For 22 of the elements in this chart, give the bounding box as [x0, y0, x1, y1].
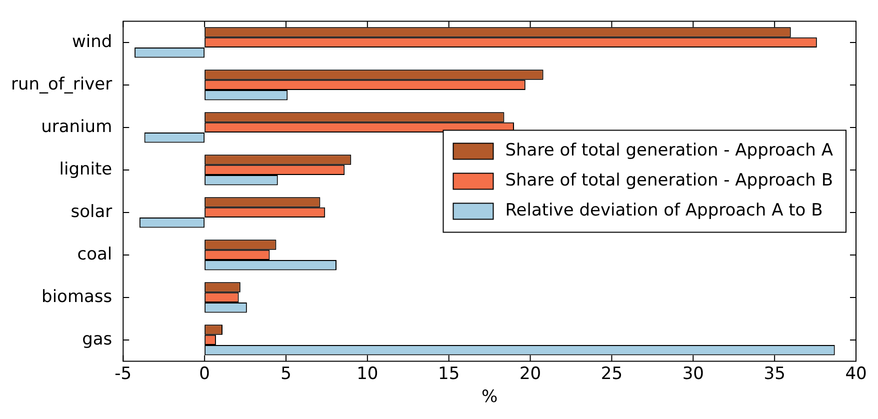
x-tick-label: 25 — [600, 364, 623, 384]
x-tick-label: 0 — [199, 364, 210, 384]
legend-label: Share of total generation - Approach A — [505, 140, 834, 161]
x-tick-label: -5 — [114, 364, 132, 384]
y-tick-label: lignite — [59, 159, 112, 180]
x-tick-label: 40 — [845, 364, 867, 384]
x-tick-label: 20 — [519, 364, 542, 384]
y-tick-label: run_of_river — [10, 74, 112, 94]
y-tick-label: wind — [72, 32, 112, 52]
legend-label: Relative deviation of Approach A to B — [505, 200, 823, 221]
y-tick-label: biomass — [42, 286, 112, 307]
x-axis-title: % — [481, 387, 498, 408]
y-tick-label: gas — [82, 329, 112, 350]
legend-label: Share of total generation - Approach B — [505, 170, 834, 191]
x-tick-label: 10 — [356, 364, 378, 384]
y-tick-label: uranium — [41, 116, 112, 137]
y-tick-label: solar — [70, 202, 112, 222]
x-tick-label: 35 — [764, 364, 786, 384]
y-tick-label: coal — [77, 244, 112, 264]
x-tick-label: 15 — [438, 364, 460, 384]
x-tick-label: 5 — [280, 364, 292, 384]
x-tick-label: 30 — [682, 364, 704, 384]
